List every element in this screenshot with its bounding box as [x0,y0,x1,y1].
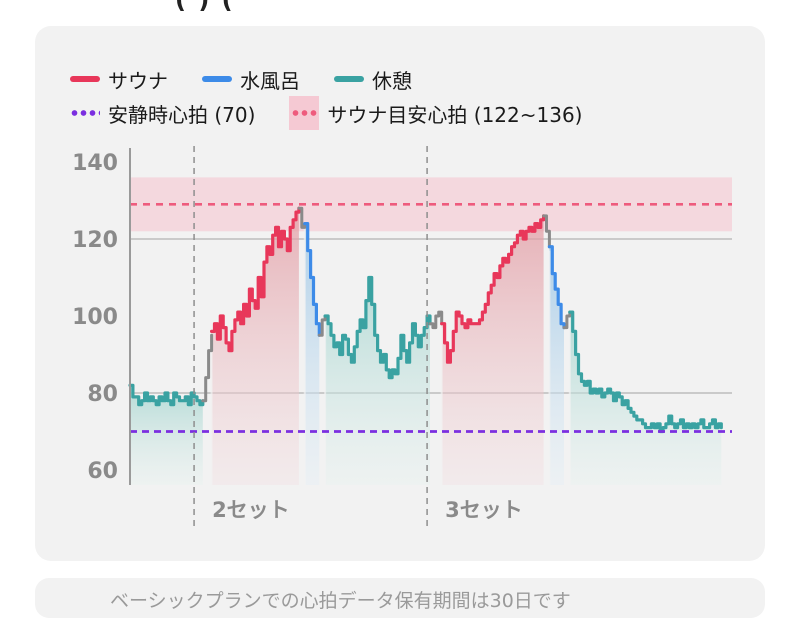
line-rest-12 [568,310,723,434]
line-sauna-2 [210,206,301,353]
phase-gap-5 [324,320,327,485]
y-tick-120: 120 [72,228,118,253]
legend-swatch-resting-hr [70,110,100,116]
legend-swatch-sauna [70,76,100,82]
line-transition-7 [428,310,444,330]
legend-label-target: サウナ目安心拍 (122~136) [327,102,583,127]
line-transition-5 [317,314,327,337]
line-transition-1 [201,333,214,403]
chart-legend: サウナ 水風呂 休憩 安静時心拍 (70) サウナ目安心拍 (122~136) [70,62,750,130]
line-water-4 [303,222,321,337]
legend-swatch-rest [334,76,364,82]
y-tick-140: 140 [72,151,118,176]
set-label-3: 3セット [445,498,523,522]
line-rest-6 [323,275,432,380]
area-rest-6 [325,277,430,485]
set-label-2: 2セット [212,498,290,522]
legend-label-resting-hr: 安静時心拍 (70) [108,102,256,127]
area-sauna-8 [441,215,544,485]
legend-swatch-target-band [289,96,320,130]
y-tick-60: 60 [87,459,118,484]
area-water-4 [304,223,320,485]
legend-item-sauna: サウナ [70,65,168,94]
phase-gap-7 [440,327,443,485]
area-sauna-2 [211,208,299,485]
y-tick-100: 100 [72,305,118,330]
legend-item-water: 水風呂 [202,65,300,94]
previous-heading-fragment: ( ) ( [175,0,235,14]
phase-gap-1 [210,339,213,485]
legend-item-resting-hr: 安静時心拍 (70) [70,99,255,128]
line-water-10 [547,245,566,330]
legend-swatch-target-line [291,110,318,116]
phase-gap-11 [568,316,571,485]
legend-swatch-water [202,76,232,82]
phase-gap-3 [303,227,306,485]
line-transition-11 [562,310,572,330]
legend-label-rest: 休憩 [372,68,412,93]
heart-rate-chart: 60 80 100 120 140 2セット 3セット [72,146,732,530]
legend-item-target: サウナ目安心拍 (122~136) [289,96,583,130]
legend-label-sauna: サウナ [108,68,168,93]
y-tick-80: 80 [87,382,118,407]
legend-item-rest: 休憩 [334,65,412,94]
legend-label-water: 水風呂 [240,68,300,93]
line-transition-9 [542,214,551,249]
line-transition-3 [297,206,307,229]
line-rest-0 [128,383,205,407]
line-sauna-8 [440,214,546,364]
area-rest-0 [130,385,203,485]
phase-gap-9 [548,250,551,485]
area-rest-12 [569,312,722,485]
